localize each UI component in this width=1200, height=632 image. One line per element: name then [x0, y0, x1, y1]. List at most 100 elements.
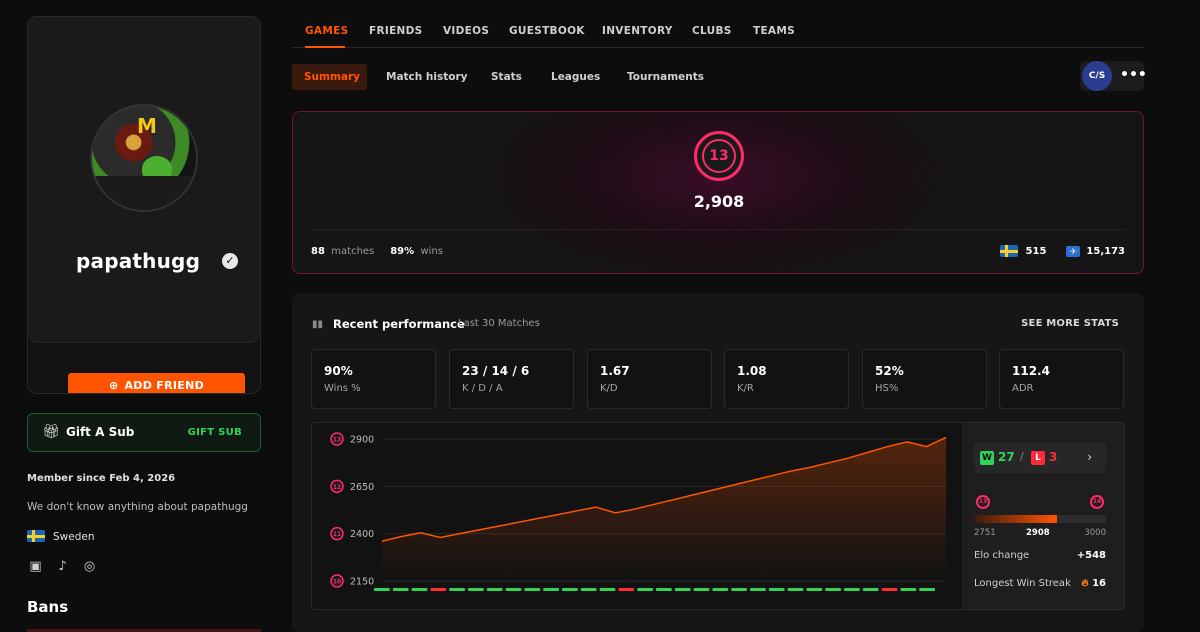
match-result-win [712, 588, 729, 591]
tab-games[interactable]: GAMES [305, 25, 349, 37]
more-icon[interactable]: ••• [1120, 67, 1147, 83]
level-tick-label: 11 [333, 531, 341, 538]
matches-label: matches [331, 246, 375, 257]
level-tick-icon [330, 479, 344, 494]
gift-icon: 🎁︎ [42, 424, 60, 440]
level-tick-label: 13 [333, 437, 341, 444]
bar-chart-icon: ▮▮ [312, 319, 324, 330]
elo-card: 13 2,908 88 matches 89% wins 515 ✈ 15,17… [292, 111, 1144, 274]
stat-label: ADR [1012, 383, 1034, 394]
tiktok-icon[interactable]: ♪ [58, 559, 67, 574]
match-result-win [825, 588, 841, 591]
stat-value: 52% [875, 364, 904, 378]
chevron-right-icon[interactable]: › [1087, 450, 1092, 464]
match-result-win [731, 588, 747, 591]
match-result-win [449, 588, 465, 591]
match-result-win [411, 588, 428, 591]
match-result-win [562, 588, 578, 591]
avatar[interactable]: M [90, 104, 198, 212]
country-name: Sweden [53, 531, 95, 543]
level-progress-bar [974, 515, 1106, 523]
elo-chart: 13 2900 12 2650 11 2400 10 2150 [330, 432, 947, 591]
loss-badge: L [1031, 451, 1045, 465]
subtab-summary[interactable]: Summary [292, 64, 367, 90]
match-result-loss [881, 588, 898, 591]
losses-count: 3 [1049, 450, 1058, 464]
divider [310, 229, 1126, 230]
stat-value: 1.08 [737, 364, 767, 378]
match-result-win [693, 588, 710, 591]
level-tick-icon [330, 432, 344, 446]
match-result-win [468, 588, 484, 591]
level-from-badge: 13 [976, 495, 990, 509]
stat-label: K/R [737, 383, 754, 394]
win-streak-row: Longest Win Streak 🔥︎ 16 [974, 578, 1106, 589]
game-switcher[interactable]: C/S ••• [1080, 61, 1147, 91]
match-result-win [768, 588, 785, 591]
country-rank-flag-icon [999, 245, 1018, 257]
see-more-stats-link[interactable]: SEE MORE STATS [1021, 318, 1119, 329]
active-tab-indicator [305, 46, 345, 48]
win-streak-number: 16 [1092, 578, 1106, 589]
profile-header: M papathugg ✓ [28, 17, 260, 343]
performance-subtitle: Last 30 Matches [458, 318, 540, 329]
tab-guestbook[interactable]: GUESTBOOK [509, 25, 585, 37]
wins-label: wins [420, 246, 443, 257]
level-tick-icon [330, 526, 344, 541]
subtab-leagues[interactable]: Leagues [551, 71, 601, 83]
tab-teams[interactable]: TEAMS [753, 25, 795, 37]
tab-clubs[interactable]: CLUBS [692, 25, 732, 37]
match-result-win [580, 588, 597, 591]
global-rank[interactable]: 15,173 [1086, 245, 1125, 257]
verified-icon: ✓ [222, 253, 238, 269]
match-result-loss [430, 588, 447, 591]
wins-percent: 89% [390, 246, 415, 257]
country-rank[interactable]: 515 [1025, 245, 1047, 257]
progress-min: 2751 [974, 528, 996, 538]
username: papathugg [76, 249, 201, 273]
add-friend-button[interactable]: ⊕ ADD FRIEND [68, 373, 245, 393]
match-result-win [919, 588, 935, 591]
match-result-win [392, 588, 409, 591]
bans-panel [27, 629, 261, 632]
wins-count: 27 [998, 450, 1015, 464]
gift-sub-card[interactable]: 🎁︎ Gift A Sub GIFT SUB [27, 413, 261, 452]
level-tick-icon [330, 574, 344, 588]
stat-kr: 1.08 K/R [724, 349, 849, 409]
tab-inventory[interactable]: INVENTORY [602, 25, 673, 37]
more-options-icon[interactable]: ⋮ [257, 377, 260, 393]
subtab-stats[interactable]: Stats [491, 71, 522, 83]
twitch-icon[interactable]: ▣ [29, 559, 42, 574]
subtab-tournaments[interactable]: Tournaments [627, 71, 705, 83]
match-result-win [543, 588, 559, 591]
match-result-win [787, 588, 804, 591]
match-result-win [900, 588, 917, 591]
matches-count: 88 [311, 246, 325, 257]
subtab-match-history[interactable]: Match history [386, 71, 468, 83]
win-loss-summary[interactable]: W 27 / L 3 › [974, 443, 1106, 473]
y-tick-label: 2900 [350, 435, 374, 446]
cs2-logo-icon[interactable]: C/S [1082, 61, 1112, 91]
stat-value: 23 / 14 / 6 [462, 364, 530, 378]
y-tick-label: 2650 [350, 482, 374, 493]
country: Sweden [27, 530, 95, 543]
stat-kd: 1.67 K/D [587, 349, 712, 409]
gift-sub-button[interactable]: GIFT SUB [187, 427, 242, 438]
match-result-win [806, 588, 823, 591]
fire-icon: 🔥︎ [1081, 578, 1089, 589]
stat-wins: 90% Wins % [311, 349, 436, 409]
stat-label: K / D / A [462, 383, 503, 394]
tab-videos[interactable]: VIDEOS [443, 25, 490, 37]
match-result-win [674, 588, 691, 591]
match-result-win [750, 588, 766, 591]
elo-graph: 13 2900 12 2650 11 2400 10 2150 W 27 / L 3 › 13… [311, 422, 1125, 610]
tab-friends[interactable]: FRIENDS [369, 25, 423, 37]
add-user-icon: ⊕ [108, 379, 119, 392]
profile-card: M papathugg ✓ ⊕ ADD FRIEND ⋮ [27, 16, 261, 394]
progress-max: 3000 [1084, 528, 1106, 538]
match-result-win [486, 588, 503, 591]
level-tick-label: 12 [333, 484, 341, 491]
elo-line [381, 436, 947, 542]
steam-icon[interactable]: ◎ [83, 559, 96, 574]
